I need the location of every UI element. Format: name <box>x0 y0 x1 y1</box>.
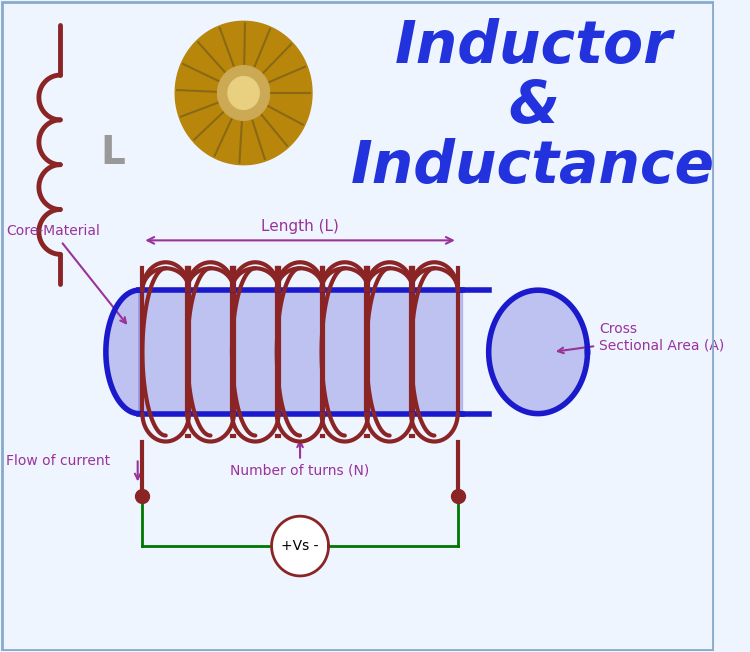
Text: Core-Material: Core-Material <box>6 224 126 323</box>
Text: Inductor: Inductor <box>394 18 672 76</box>
Polygon shape <box>489 290 587 413</box>
Polygon shape <box>176 22 312 165</box>
Polygon shape <box>139 290 462 413</box>
Text: Length (L): Length (L) <box>261 219 339 234</box>
Polygon shape <box>228 77 260 110</box>
Text: L: L <box>100 134 125 171</box>
Text: Flow of current: Flow of current <box>6 454 110 468</box>
Polygon shape <box>217 66 269 120</box>
Polygon shape <box>106 290 139 413</box>
Text: &: & <box>508 78 559 135</box>
Text: +Vs -: +Vs - <box>281 539 319 553</box>
Text: Number of turns (N): Number of turns (N) <box>230 441 370 477</box>
Polygon shape <box>272 516 328 576</box>
Text: Cross
Sectional Area (A): Cross Sectional Area (A) <box>558 322 724 353</box>
Text: Inductance: Inductance <box>351 138 716 195</box>
